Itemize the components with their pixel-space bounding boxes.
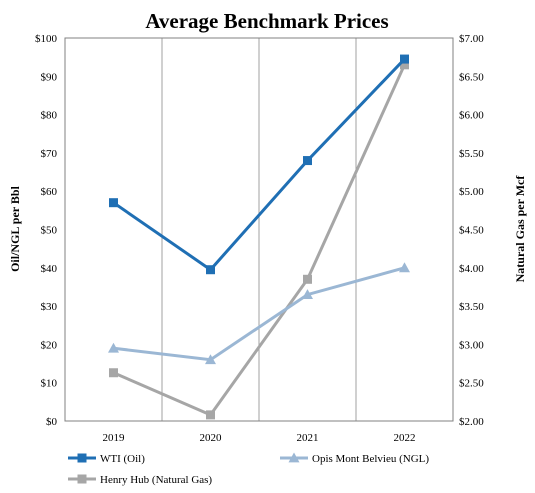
right-tick-label: $3.50 — [459, 301, 484, 313]
right-tick-label: $6.00 — [459, 110, 484, 122]
x-tick-label: 2022 — [394, 432, 416, 444]
data-point — [205, 354, 216, 365]
series-2 — [109, 60, 409, 420]
data-point — [303, 156, 312, 166]
right-tick-label: $2.50 — [459, 378, 484, 390]
legend-label: Opis Mont Belvieu (NGL) — [312, 453, 429, 465]
legend-label: Henry Hub (Natural Gas) — [100, 474, 212, 486]
series-layer — [108, 54, 410, 420]
x-tick-label: 2021 — [297, 432, 319, 444]
right-tick-label: $4.50 — [459, 225, 484, 237]
legend-marker — [288, 452, 300, 463]
right-tick-label: $7.00 — [459, 33, 484, 45]
series-1 — [108, 262, 410, 365]
x-axis-ticks: 2019 2020 2021 2022 — [103, 432, 416, 444]
left-tick-label: $0 — [46, 416, 58, 428]
data-point — [400, 60, 409, 70]
x-tick-label: 2019 — [103, 432, 126, 444]
right-tick-label: $5.50 — [459, 148, 484, 160]
series-line — [113, 266, 405, 362]
series-line — [112, 64, 406, 417]
right-axis-ticks: $2.00 $2.50 $3.00 $3.50 $4.00 $4.50 $5.00 $5.50… — [459, 33, 484, 428]
grid-layer — [161, 38, 357, 421]
data-point — [303, 274, 312, 284]
series-line — [112, 58, 406, 272]
data-point — [206, 410, 215, 420]
legend-item: Henry Hub (Natural Gas) — [68, 474, 212, 486]
legend-marker — [77, 453, 87, 463]
data-point — [108, 342, 119, 353]
left-tick-label: $50 — [41, 225, 58, 237]
data-point — [206, 265, 215, 275]
data-point — [109, 198, 118, 208]
data-point — [109, 368, 118, 378]
left-tick-label: $70 — [41, 148, 58, 160]
chart-title: Average Benchmark Prices — [145, 9, 388, 33]
plot-area-border — [64, 37, 454, 422]
left-tick-label: $40 — [41, 263, 58, 275]
series-0 — [109, 54, 409, 275]
data-point — [399, 262, 410, 273]
left-tick-label: $20 — [41, 339, 58, 351]
left-tick-label: $100 — [35, 33, 58, 45]
right-tick-label: $6.50 — [459, 71, 484, 83]
x-tick-label: 2020 — [200, 432, 223, 444]
right-axis-title: Natural Gas per Mcf — [513, 175, 527, 283]
left-tick-label: $90 — [41, 71, 58, 83]
data-point — [400, 54, 409, 64]
left-tick-label: $60 — [41, 186, 58, 198]
left-tick-label: $80 — [41, 110, 58, 122]
right-tick-label: $2.00 — [459, 416, 484, 428]
legend-item: Opis Mont Belvieu (NGL) — [280, 452, 429, 465]
legend-item: WTI (Oil) — [68, 453, 145, 465]
legend-label: WTI (Oil) — [100, 453, 145, 465]
legend: WTI (Oil) Opis Mont Belvieu (NGL) Henry Hu… — [68, 452, 429, 486]
data-point — [302, 289, 313, 300]
left-tick-label: $30 — [41, 301, 58, 313]
right-tick-label: $4.00 — [459, 263, 484, 275]
left-axis-ticks: $0 $10 $20 $30 $40 $50 $60 $70 $80 $90 $100 — [35, 33, 58, 428]
right-tick-label: $3.00 — [459, 339, 484, 351]
right-tick-label: $5.00 — [459, 186, 484, 198]
left-axis-title: Oil/NGL per Bbl — [8, 185, 22, 271]
left-tick-label: $10 — [41, 378, 58, 390]
legend-marker — [77, 474, 87, 484]
